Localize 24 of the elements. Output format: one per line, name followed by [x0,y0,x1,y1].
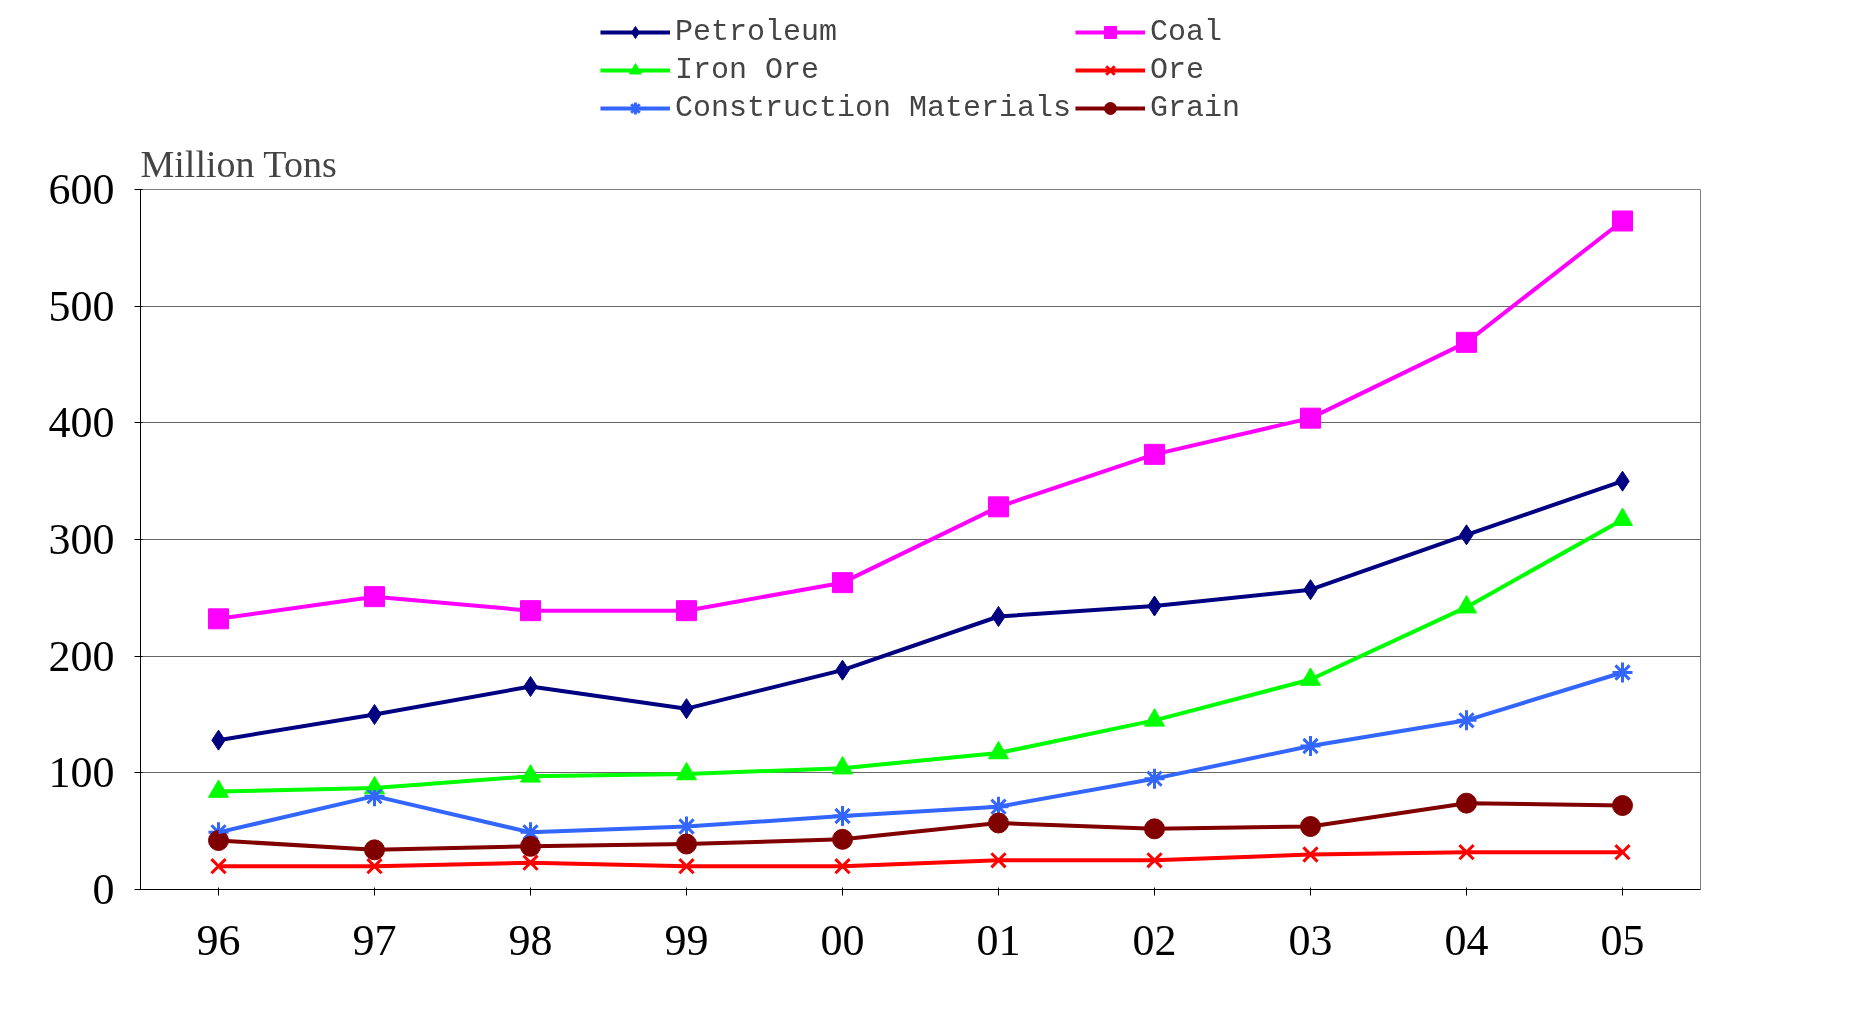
x-tick-label: 03 [1288,915,1333,965]
legend-label: Ore [1150,53,1205,87]
y-tick-label: 300 [48,515,115,564]
legend-label: Iron Ore [674,53,819,87]
legend-label: Grain [1150,91,1241,125]
x-tick-label: 05 [1600,915,1645,965]
x-tick-label: 96 [196,915,241,965]
y-tick-label: 600 [48,165,115,214]
x-tick-label: 02 [1132,915,1177,965]
y-tick-label: 500 [48,281,115,331]
legend-label: Construction Materials [674,91,1072,125]
y-tick-label: 400 [48,398,115,448]
x-tick-label: 01 [976,915,1021,965]
x-tick-label: 00 [820,915,865,965]
x-tick-label: 98 [508,915,553,965]
y-tick-label: 100 [48,748,115,798]
y-tick-label: 200 [48,631,115,681]
legend-label: Coal [1150,15,1223,49]
legend-label: Petroleum [674,15,837,49]
y-axis-title: Million Tons [140,142,337,185]
y-tick-label: 0 [92,865,115,914]
x-tick-label: 97 [352,915,397,965]
x-tick-label: 04 [1444,915,1489,965]
x-tick-label: 99 [664,915,709,965]
